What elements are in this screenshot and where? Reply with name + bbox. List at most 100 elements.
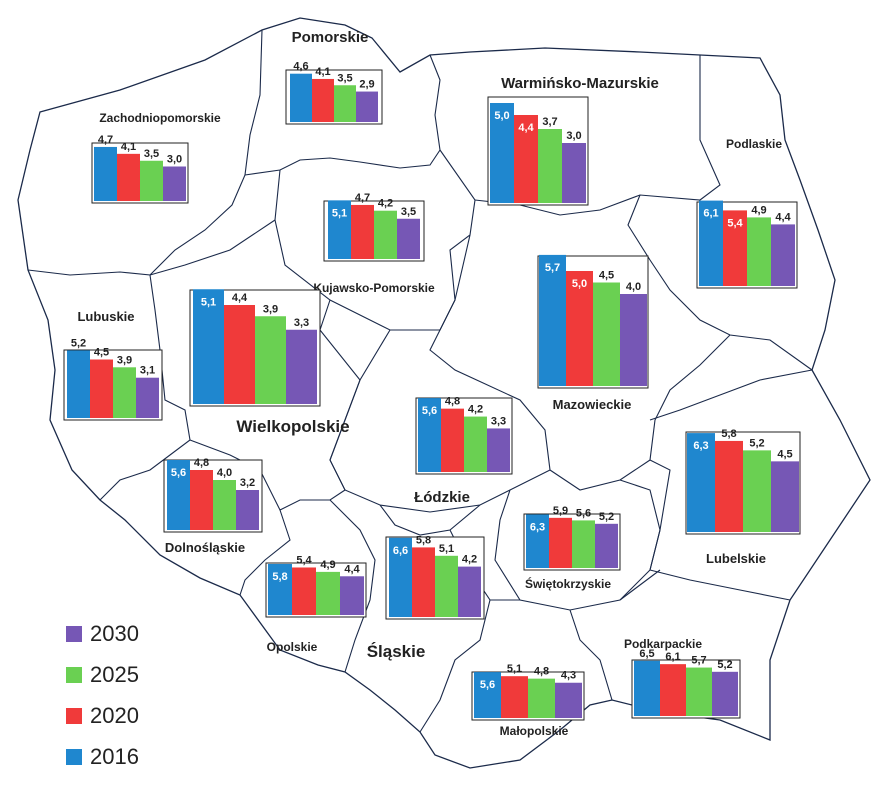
value-label-mazowieckie-2020: 5,0 [572, 278, 587, 290]
value-label-warminsko-mazurskie-2030: 3,0 [566, 130, 581, 142]
value-label-opolskie-2016: 5,8 [272, 571, 287, 583]
value-label-lubelskie-2025: 5,2 [749, 437, 764, 449]
bar-dolnoslaskie-2016 [167, 460, 190, 530]
border-lodzkie [329, 329, 551, 513]
value-label-wielkopolskie-2030: 3,3 [294, 317, 309, 329]
value-label-podkarpackie-2025: 5,7 [691, 655, 706, 667]
legend-label-2030: 2030 [90, 621, 139, 646]
value-label-malopolskie-2025: 4,8 [534, 666, 549, 678]
legend-label-2016: 2016 [90, 744, 139, 769]
bar-malopolskie-2030 [555, 682, 582, 718]
border-pomorskie-south [244, 54, 441, 176]
bar-lubuskie-2016 [67, 350, 90, 418]
value-label-lubuskie-2020: 4,5 [94, 347, 109, 359]
bar-lodzkie-2016 [418, 398, 441, 472]
bar-kujawsko-pomorskie-2030 [397, 218, 420, 259]
value-label-lubelskie-2030: 4,5 [777, 448, 792, 460]
border-dolnoslaskie-opolskie [239, 499, 376, 673]
region-label-kujawsko-pomorskie: Kujawsko-Pomorskie [313, 281, 435, 295]
value-label-warminsko-mazurskie-2020: 4,4 [518, 122, 534, 134]
value-label-lodzkie-2020: 4,8 [445, 396, 460, 408]
bar-pomorskie-2016 [290, 73, 312, 122]
region-label-slaskie: Śląskie [367, 642, 426, 661]
bar-warminsko-mazurskie-2025 [538, 129, 562, 203]
bar-malopolskie-2025 [528, 678, 555, 718]
bar-slaskie-2025 [435, 555, 458, 617]
value-label-pomorskie-2025: 3,5 [337, 72, 352, 84]
bar-lodzkie-2025 [464, 416, 487, 472]
border-lubelskie-podkarpackie [619, 459, 791, 601]
bar-dolnoslaskie-2030 [236, 490, 259, 530]
bar-lubelskie-2020 [715, 440, 743, 532]
value-label-malopolskie-2030: 4,3 [561, 670, 576, 682]
value-label-lubuskie-2016: 5,2 [71, 337, 86, 349]
value-label-lubuskie-2025: 3,9 [117, 354, 132, 366]
value-label-swietokrzyskie-2020: 5,9 [553, 505, 568, 517]
value-label-lubelskie-2016: 6,3 [693, 440, 708, 452]
value-label-lubelskie-2020: 5,8 [721, 428, 736, 440]
bar-slaskie-2030 [458, 566, 481, 617]
value-label-wielkopolskie-2016: 5,1 [201, 296, 216, 308]
bar-lodzkie-2030 [487, 428, 510, 472]
border-lubelskie [649, 369, 813, 421]
value-label-wielkopolskie-2025: 3,9 [263, 303, 278, 315]
value-label-dolnoslaskie-2025: 4,0 [217, 467, 232, 479]
bar-malopolskie-2020 [501, 676, 528, 718]
bar-swietokrzyskie-2020 [549, 517, 572, 568]
bar-zachodniopomorskie-2016 [94, 146, 117, 201]
region-label-podkarpackie: Podkarpackie [624, 637, 702, 651]
bar-malopolskie-2016 [474, 672, 501, 718]
bar-zachodniopomorskie-2020 [117, 153, 140, 201]
value-label-opolskie-2030: 4,4 [344, 563, 360, 575]
bar-lubuskie-2025 [113, 367, 136, 418]
value-label-zachodniopomorskie-2020: 4,1 [121, 141, 136, 153]
bar-opolskie-2016 [268, 563, 292, 615]
region-label-lubelskie: Lubelskie [706, 551, 766, 566]
value-label-mazowieckie-2025: 4,5 [599, 270, 614, 282]
value-label-dolnoslaskie-2020: 4,8 [194, 457, 209, 469]
bar-lubuskie-2020 [90, 359, 113, 418]
value-label-zachodniopomorskie-2030: 3,0 [167, 154, 182, 166]
bar-opolskie-2020 [292, 567, 316, 615]
border-swietokrzyskie [494, 479, 661, 611]
value-label-slaskie-2016: 6,6 [393, 545, 408, 557]
value-label-lubuskie-2030: 3,1 [140, 365, 155, 377]
bar-dolnoslaskie-2020 [190, 470, 213, 530]
bar-wielkopolskie-2016 [193, 289, 224, 404]
bar-warminsko-mazurskie-2030 [562, 143, 586, 203]
bar-zachodniopomorskie-2030 [163, 166, 186, 201]
region-label-mazowieckie: Mazowieckie [553, 397, 632, 412]
bar-warminsko-mazurskie-2016 [490, 103, 514, 203]
bar-podkarpackie-2016 [634, 660, 660, 716]
bar-wielkopolskie-2030 [286, 329, 317, 404]
region-label-podlaskie: Podlaskie [726, 137, 782, 151]
region-label-dolnoslaskie: Dolnośląskie [165, 540, 245, 555]
value-label-swietokrzyskie-2025: 5,6 [576, 507, 591, 519]
bar-mazowieckie-2030 [620, 294, 647, 386]
value-label-swietokrzyskie-2016: 6,3 [530, 521, 545, 533]
bar-podlaskie-2020 [723, 210, 747, 286]
bar-podlaskie-2025 [747, 217, 771, 286]
value-label-mazowieckie-2016: 5,7 [545, 262, 560, 274]
bar-opolskie-2025 [316, 571, 340, 615]
bar-warminsko-mazurskie-2020 [514, 115, 538, 203]
value-label-lodzkie-2030: 3,3 [491, 415, 506, 427]
value-label-pomorskie-2020: 4,1 [315, 66, 330, 78]
value-label-lodzkie-2025: 4,2 [468, 404, 483, 416]
value-label-malopolskie-2020: 5,1 [507, 663, 522, 675]
value-label-wielkopolskie-2020: 4,4 [232, 292, 248, 304]
region-label-lubuskie: Lubuskie [77, 309, 134, 324]
bar-podkarpackie-2020 [660, 664, 686, 716]
bar-kujawsko-pomorskie-2020 [351, 204, 374, 259]
value-label-kujawsko-pomorskie-2016: 5,1 [332, 207, 347, 219]
value-label-kujawsko-pomorskie-2030: 3,5 [401, 206, 416, 218]
value-label-podkarpackie-2016: 6,5 [639, 648, 654, 660]
border-malopolskie [490, 599, 613, 701]
bar-mazowieckie-2016 [539, 254, 566, 386]
bar-pomorskie-2020 [312, 78, 334, 122]
value-label-podkarpackie-2030: 5,2 [717, 659, 732, 671]
region-label-wielkopolskie: Wielkopolskie [236, 417, 349, 436]
value-label-podlaskie-2016: 6,1 [703, 208, 718, 220]
bar-lodzkie-2020 [441, 408, 464, 472]
